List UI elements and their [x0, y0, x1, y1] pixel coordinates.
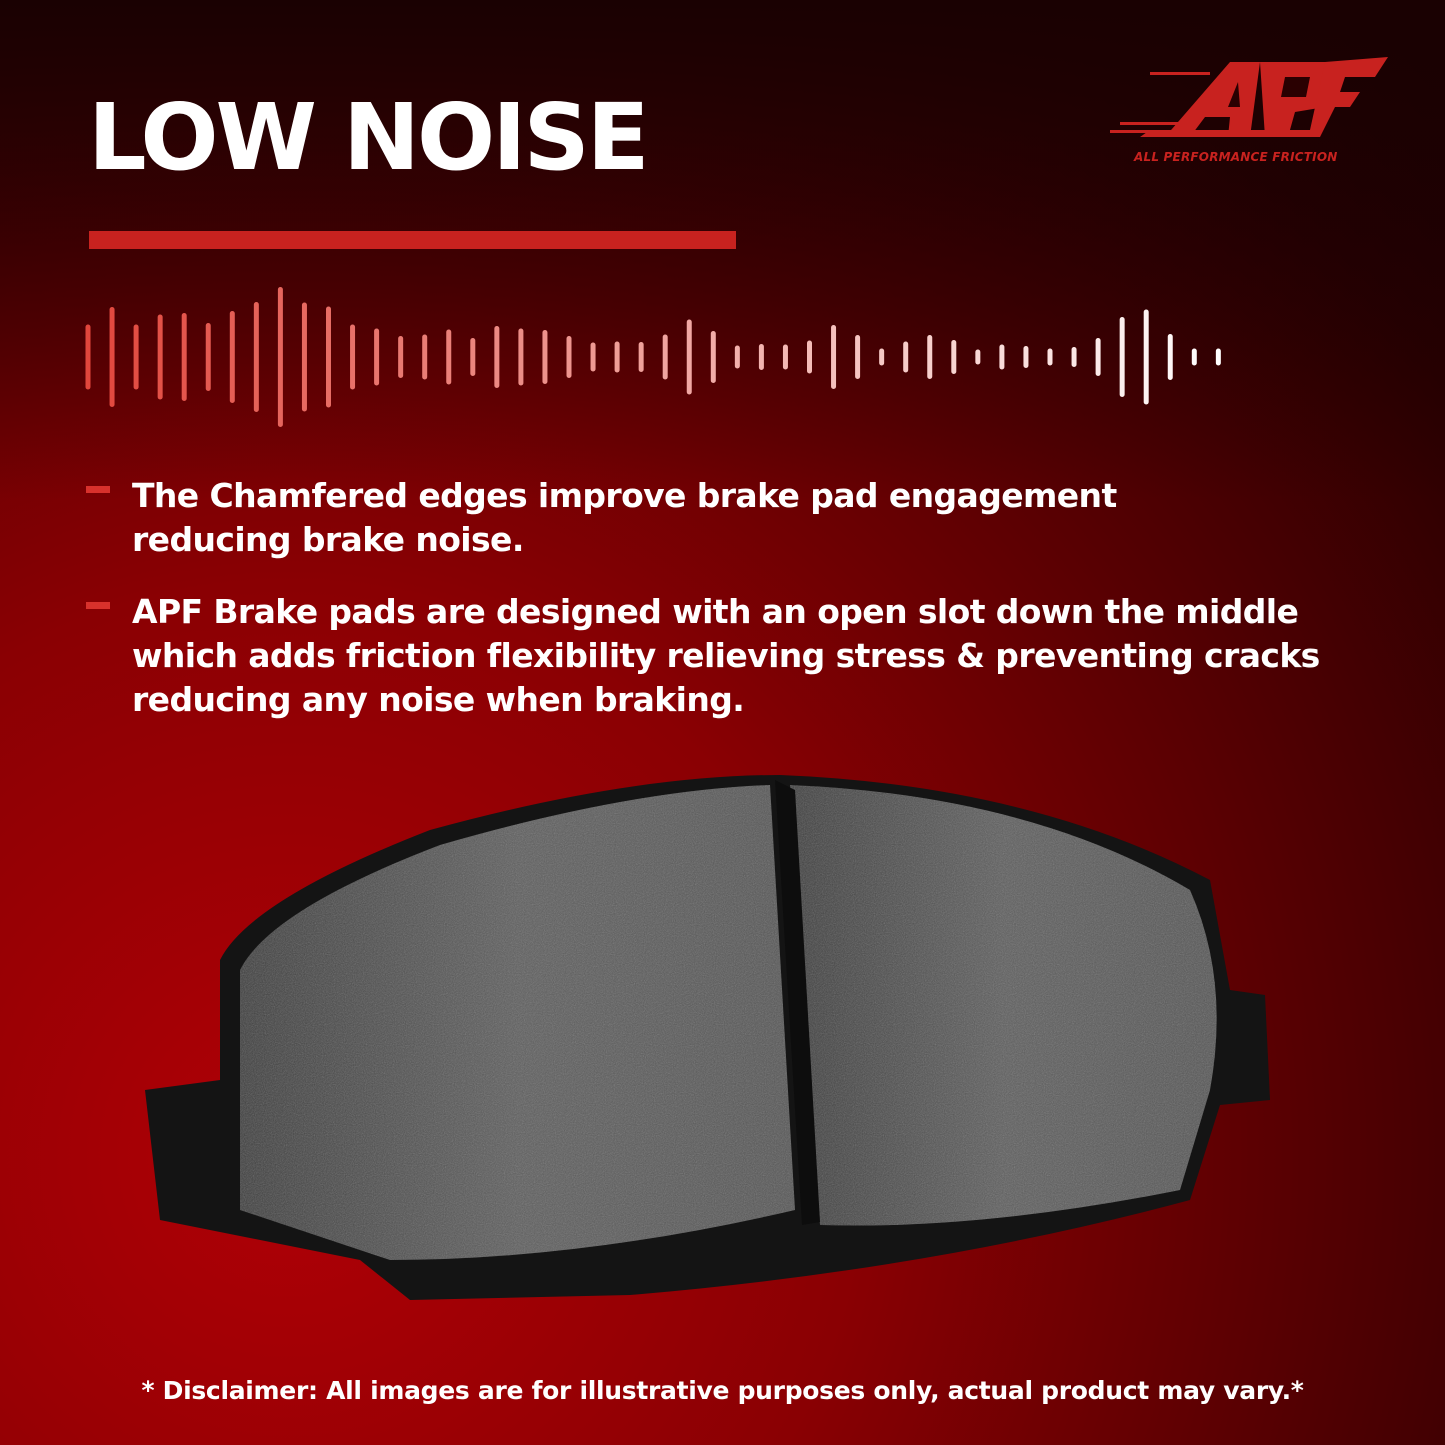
logo-tagline: ALL PERFORMANCE FRICTION: [1134, 150, 1338, 164]
sound-wave-icon: [85, 287, 1221, 427]
bullet-dash-icon: [86, 602, 110, 609]
page-title: LOW NOISE: [88, 84, 650, 191]
bullet-text: The Chamfered edges improve brake pad en…: [132, 476, 1117, 559]
bullet-dash-icon: [86, 486, 110, 493]
disclaimer-text: * Disclaimer: All images are for illustr…: [141, 1376, 1304, 1405]
bullet-text: APF Brake pads are designed with an open…: [132, 592, 1320, 719]
background-shade: [0, 0, 1445, 500]
apf-logo: [1110, 57, 1388, 137]
title-underline: [89, 231, 736, 249]
brake-pad-image: [145, 775, 1270, 1300]
bullet-item: The Chamfered edges improve brake pad en…: [86, 474, 1366, 562]
bullet-item: APF Brake pads are designed with an open…: [86, 590, 1366, 722]
